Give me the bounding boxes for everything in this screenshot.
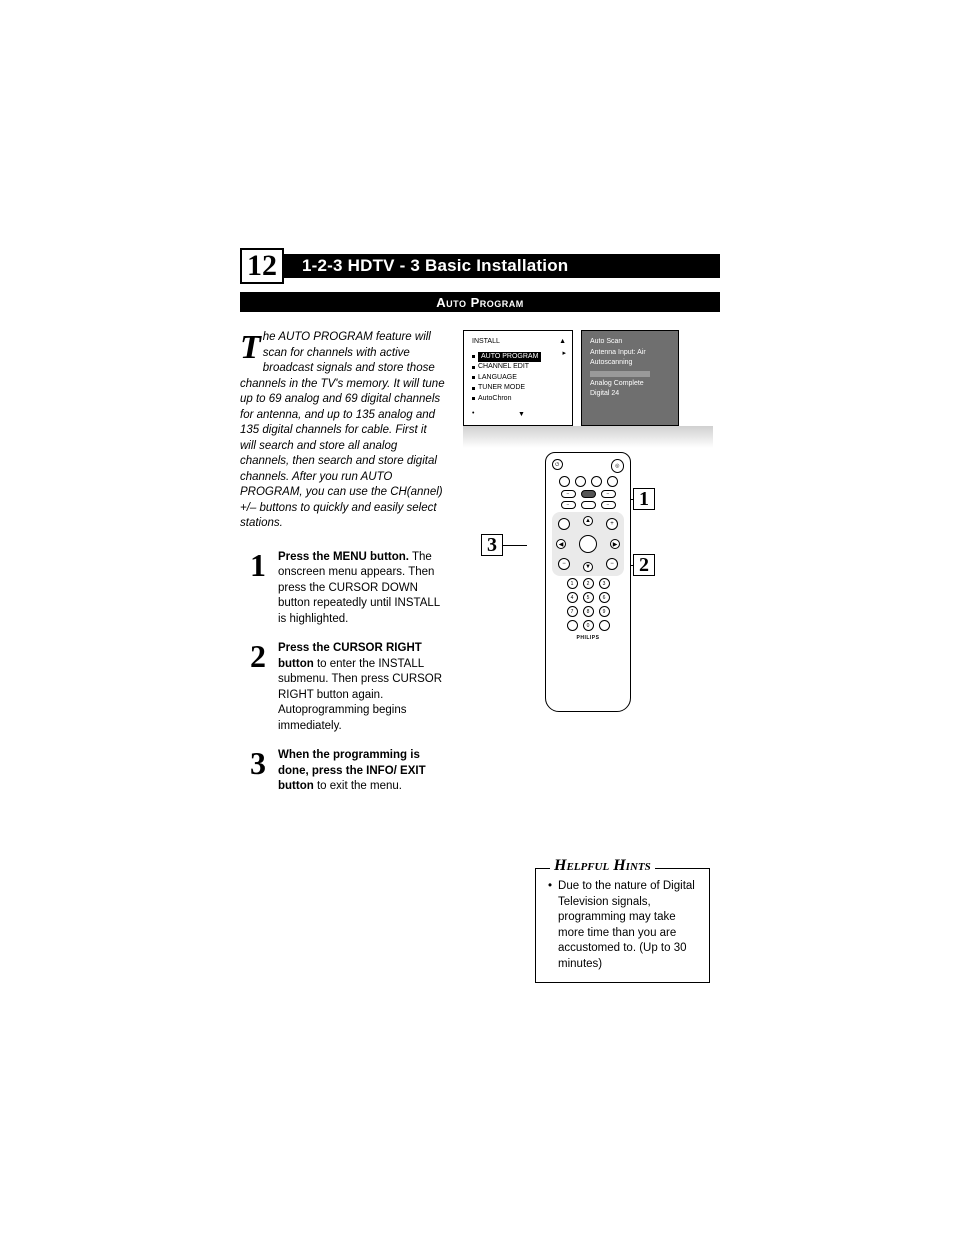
step-bold: Press the MENU button.	[278, 551, 409, 563]
osd-item: LANGUAGE	[478, 373, 517, 384]
step-1: 1 Press the MENU button. The onscreen me…	[240, 550, 445, 628]
remote-menu-button	[581, 490, 596, 498]
remote-button: +	[606, 518, 618, 530]
cursor-left-icon: ◀	[556, 539, 566, 549]
hint-text: Due to the nature of Digital Television …	[558, 879, 699, 972]
remote-logo: PHILIPS	[552, 635, 624, 641]
osd-line: Analog Complete	[590, 379, 670, 390]
page-number: 12	[247, 251, 277, 281]
osd-item: CHANNEL EDIT	[478, 362, 529, 373]
osd-right-arrow-icon: ▸	[562, 349, 566, 360]
callout-3: 3	[481, 534, 503, 556]
remote-key-1: 1	[567, 578, 578, 589]
remote-dpad: + − − ▲ ▼ ◀ ▶	[552, 512, 624, 576]
remote-button: −	[561, 501, 576, 509]
intro-paragraph: The AUTO PROGRAM feature will scan for c…	[240, 330, 445, 532]
osd-down-arrow-icon: ▼	[518, 410, 525, 421]
cursor-up-icon: ▲	[583, 516, 593, 526]
remote-button: −	[561, 490, 576, 498]
osd-install-menu: INSTALL ▲ AUTO PROGRAM ▸ CHANNEL EDIT LA…	[463, 330, 573, 426]
intro-text: he AUTO PROGRAM feature will scan for ch…	[240, 331, 445, 529]
osd-line: Auto Scan	[590, 337, 670, 348]
remote-button	[591, 476, 602, 487]
callout-label: 1	[639, 488, 649, 511]
osd-item: TUNER MODE	[478, 383, 525, 394]
callout-1: 1	[633, 488, 655, 510]
step-num: 3	[250, 748, 272, 795]
cursor-right-icon: ▶	[610, 539, 620, 549]
title-bar: 1-2-3 HDTV - 3 Basic Installation	[284, 254, 720, 278]
remote-key-6: 6	[599, 592, 610, 603]
remote-key-9: 9	[599, 606, 610, 617]
remote-button: ◎	[611, 459, 624, 473]
osd-line: Digital 24	[590, 389, 670, 400]
step-num: 2	[250, 641, 272, 734]
remote-control: ⏻ ◎ − −	[545, 452, 631, 712]
step-2: 2 Press the CURSOR RIGHT button to enter…	[240, 641, 445, 734]
step-body: When the programming is done, press the …	[278, 748, 445, 795]
left-column: The AUTO PROGRAM feature will scan for c…	[240, 330, 445, 809]
remote-button	[559, 476, 570, 487]
osd-line: Autoscanning	[590, 358, 670, 369]
osd-title: INSTALL	[472, 337, 564, 348]
remote-button	[581, 501, 596, 509]
section-bar: Auto Program	[240, 292, 720, 312]
osd-autoscan-panel: Auto Scan Antenna Input: Air Autoscannin…	[581, 330, 679, 426]
remote-button	[575, 476, 586, 487]
dropcap: T	[240, 330, 263, 361]
remote-button	[607, 476, 618, 487]
right-column: INSTALL ▲ AUTO PROGRAM ▸ CHANNEL EDIT LA…	[463, 330, 713, 809]
power-icon: ⏻	[552, 459, 563, 470]
remote-button: −	[601, 501, 616, 509]
osd-wrap: INSTALL ▲ AUTO PROGRAM ▸ CHANNEL EDIT LA…	[463, 330, 713, 426]
title-text: 1-2-3 HDTV - 3 Basic Installation	[302, 256, 568, 276]
remote-button: −	[601, 490, 616, 498]
callout-label: 3	[487, 534, 497, 557]
osd-line: Antenna Input: Air	[590, 348, 670, 359]
remote-key-7: 7	[567, 606, 578, 617]
hints-title: Helpful Hints	[550, 857, 655, 875]
osd-up-arrow-icon: ▲	[559, 337, 566, 348]
osd-progress-bar	[590, 371, 650, 377]
header-bar: 12 1-2-3 HDTV - 3 Basic Installation	[240, 248, 720, 284]
step-body: Press the MENU button. The onscreen menu…	[278, 550, 445, 628]
step-rest: to exit the menu.	[314, 780, 402, 792]
remote-button: −	[606, 558, 618, 570]
section-text: Auto Program	[436, 295, 524, 310]
leader-line	[503, 545, 527, 546]
remote-key-2: 2	[583, 578, 594, 589]
remote-key-5: 5	[583, 592, 594, 603]
osd-item: AutoChron	[478, 394, 511, 405]
remote-key-3: 3	[599, 578, 610, 589]
step-num: 1	[250, 550, 272, 628]
shade-gradient	[463, 426, 713, 448]
remote-ok-button	[579, 535, 597, 553]
remote-button: −	[558, 558, 570, 570]
remote-button	[567, 620, 578, 631]
callout-2: 2	[633, 554, 655, 576]
remote-key-8: 8	[583, 606, 594, 617]
remote-key-0: 0	[583, 620, 594, 631]
page-number-box: 12	[240, 248, 284, 284]
step-3: 3 When the programming is done, press th…	[240, 748, 445, 795]
osd-item-highlighted: AUTO PROGRAM	[478, 352, 541, 363]
remote-button	[599, 620, 610, 631]
step-body: Press the CURSOR RIGHT button to enter t…	[278, 641, 445, 734]
remote-button	[558, 518, 570, 530]
helpful-hints-box: Helpful Hints Due to the nature of Digit…	[535, 868, 710, 983]
callout-label: 2	[639, 554, 649, 577]
cursor-down-icon: ▼	[583, 562, 593, 572]
remote-key-4: 4	[567, 592, 578, 603]
osd-dot-icon: •	[472, 409, 474, 420]
hint-item: Due to the nature of Digital Television …	[548, 879, 699, 972]
